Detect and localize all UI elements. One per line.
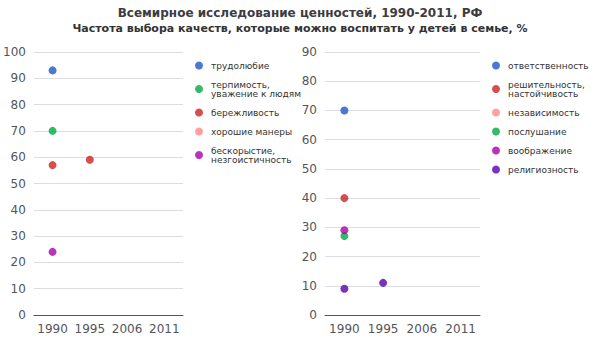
svg-text:Всемирное исследование ценност: Всемирное исследование ценностей, 1990-2… xyxy=(118,6,483,20)
svg-text:хорошие манеры: хорошие манеры xyxy=(211,127,292,137)
svg-text:1990: 1990 xyxy=(37,322,68,336)
svg-text:уважение к людям: уважение к людям xyxy=(211,89,301,99)
svg-text:0: 0 xyxy=(18,308,26,322)
svg-text:60: 60 xyxy=(11,150,26,164)
svg-text:40: 40 xyxy=(11,203,26,217)
svg-text:50: 50 xyxy=(11,177,26,191)
svg-text:1995: 1995 xyxy=(75,322,106,336)
svg-text:воображение: воображение xyxy=(508,146,572,156)
svg-text:бескорыстие,: бескорыстие, xyxy=(211,145,276,156)
svg-text:решительность,: решительность, xyxy=(508,79,585,90)
svg-text:Частота выбора качеств, которы: Частота выбора качеств, которые можно во… xyxy=(72,22,527,35)
svg-text:бережливость: бережливость xyxy=(211,108,279,118)
svg-text:незгоистичность: незгоистичность xyxy=(211,155,292,165)
svg-text:0: 0 xyxy=(309,308,317,322)
svg-text:терпимость,: терпимость, xyxy=(211,79,270,90)
svg-text:религиозность: религиозность xyxy=(508,165,579,175)
svg-text:20: 20 xyxy=(11,255,26,269)
svg-text:100: 100 xyxy=(3,45,26,59)
svg-text:независимость: независимость xyxy=(508,108,579,118)
svg-text:1995: 1995 xyxy=(368,322,399,336)
svg-text:70: 70 xyxy=(302,103,317,117)
svg-text:50: 50 xyxy=(302,162,317,176)
svg-text:10: 10 xyxy=(302,279,317,293)
svg-text:70: 70 xyxy=(11,124,26,138)
svg-text:90: 90 xyxy=(302,45,317,59)
svg-text:40: 40 xyxy=(302,191,317,205)
svg-text:10: 10 xyxy=(11,282,26,296)
svg-text:30: 30 xyxy=(302,220,317,234)
svg-text:трудолюбие: трудолюбие xyxy=(211,61,270,71)
svg-text:послушание: послушание xyxy=(508,127,567,137)
svg-text:1990: 1990 xyxy=(329,322,360,336)
svg-text:2006: 2006 xyxy=(407,322,438,336)
svg-text:80: 80 xyxy=(11,98,26,112)
svg-text:80: 80 xyxy=(302,74,317,88)
svg-text:2011: 2011 xyxy=(445,322,476,336)
svg-text:2011: 2011 xyxy=(149,322,180,336)
svg-text:60: 60 xyxy=(302,133,317,147)
svg-text:20: 20 xyxy=(302,250,317,264)
svg-text:2006: 2006 xyxy=(112,322,143,336)
svg-text:настойчивость: настойчивость xyxy=(508,89,578,99)
svg-text:30: 30 xyxy=(11,229,26,243)
svg-text:ответственность: ответственность xyxy=(508,61,589,71)
svg-text:90: 90 xyxy=(11,71,26,85)
